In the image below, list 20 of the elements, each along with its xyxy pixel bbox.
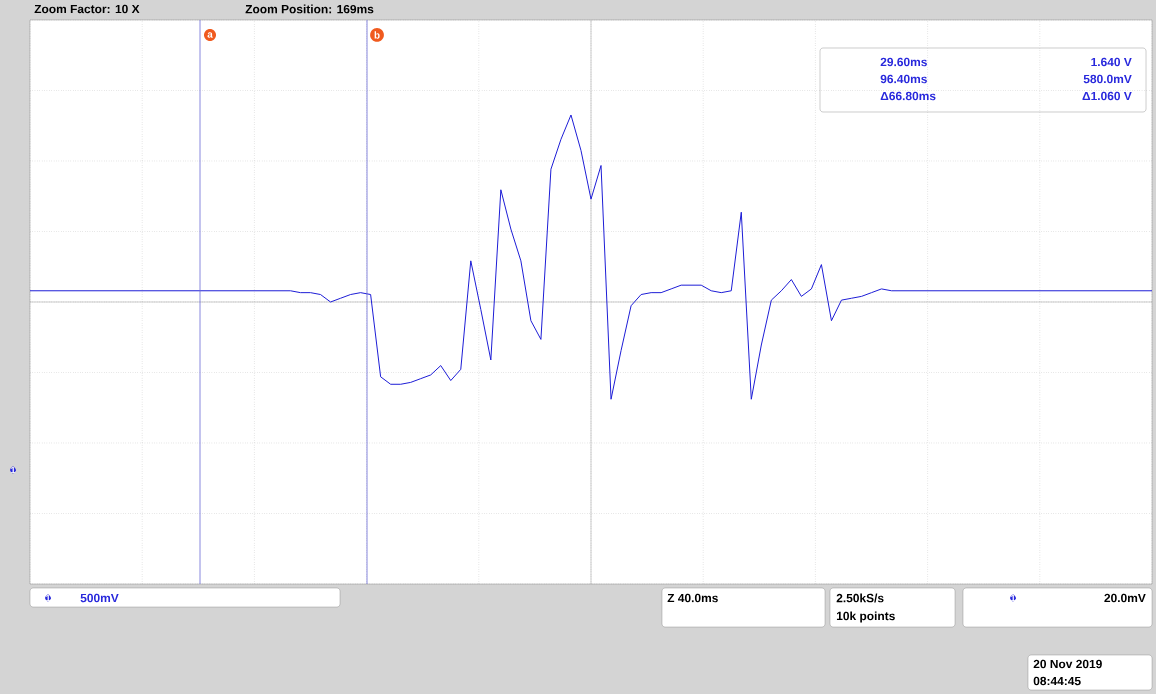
text: Δ1.060 V [1082,91,1132,101]
text: 1 [46,594,51,602]
text: 29.60ms [880,57,927,67]
text: 10k points [836,611,895,623]
text: b [374,31,380,39]
text: 1 [11,466,16,474]
text: 1 [1011,594,1016,602]
text: 2.50kS/s [836,593,884,603]
text: 08:44:45 [1033,676,1081,686]
text: Z 40.0ms [667,593,718,603]
text: Zoom Position: 169ms [245,4,374,14]
text: Zoom Factor: 10 X [34,4,140,14]
text: 500mV [80,593,119,603]
text: Δ66.80ms [880,91,936,101]
text: a [207,32,213,38]
text: 20 Nov 2019 [1033,659,1102,669]
text: 580.0mV [1083,74,1132,84]
text: 96.40ms [880,74,927,84]
text: 20.0mV [1104,593,1146,603]
text: 1.640 V [1091,57,1132,67]
